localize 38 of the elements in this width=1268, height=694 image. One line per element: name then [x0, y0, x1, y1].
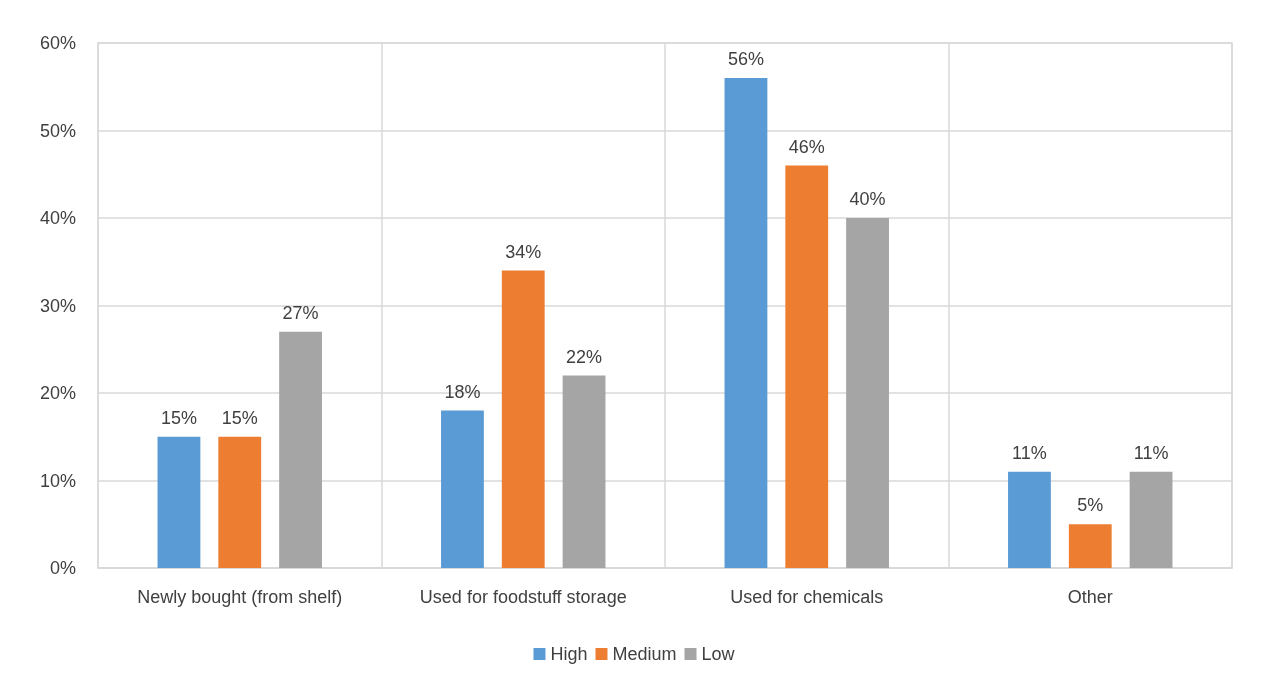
bar	[846, 218, 889, 568]
data-label: 18%	[444, 381, 481, 402]
legend-label: Low	[701, 644, 736, 664]
x-tick-label: Newly bought (from shelf)	[137, 587, 343, 607]
bar	[157, 436, 201, 568]
bar	[441, 410, 484, 568]
data-label: 56%	[727, 49, 764, 69]
data-label: 34%	[505, 241, 542, 262]
x-tick-label: Used for foodstuff storage	[419, 587, 627, 607]
data-label: 15%	[160, 407, 197, 428]
bar	[785, 165, 829, 568]
bar	[562, 375, 606, 568]
x-tick-label: Used for chemicals	[730, 587, 884, 607]
data-label: 40%	[849, 189, 886, 209]
y-tick-label: 10%	[39, 470, 76, 491]
legend-label: Medium	[612, 644, 677, 664]
bar	[724, 78, 768, 568]
bar	[279, 331, 322, 568]
y-tick-label: 50%	[39, 120, 76, 141]
data-label: 46%	[788, 136, 825, 157]
bar	[501, 270, 545, 568]
legend-label: High	[550, 644, 588, 664]
y-tick-label: 0%	[49, 558, 76, 578]
x-tick-label: Other	[1067, 587, 1113, 607]
data-label: 5%	[1077, 495, 1104, 516]
y-tick-label: 60%	[39, 33, 76, 53]
y-tick-label: 40%	[39, 208, 76, 228]
data-label: 22%	[566, 346, 603, 367]
data-label: 27%	[282, 302, 319, 323]
bar	[1008, 471, 1051, 568]
data-label: 11%	[1133, 442, 1169, 463]
bar	[1129, 471, 1173, 568]
bar	[1068, 524, 1112, 568]
data-label: 11%	[1012, 442, 1047, 463]
bar	[218, 436, 262, 568]
y-tick-label: 30%	[39, 295, 76, 316]
y-tick-label: 20%	[39, 383, 76, 403]
data-label: 15%	[221, 407, 258, 428]
